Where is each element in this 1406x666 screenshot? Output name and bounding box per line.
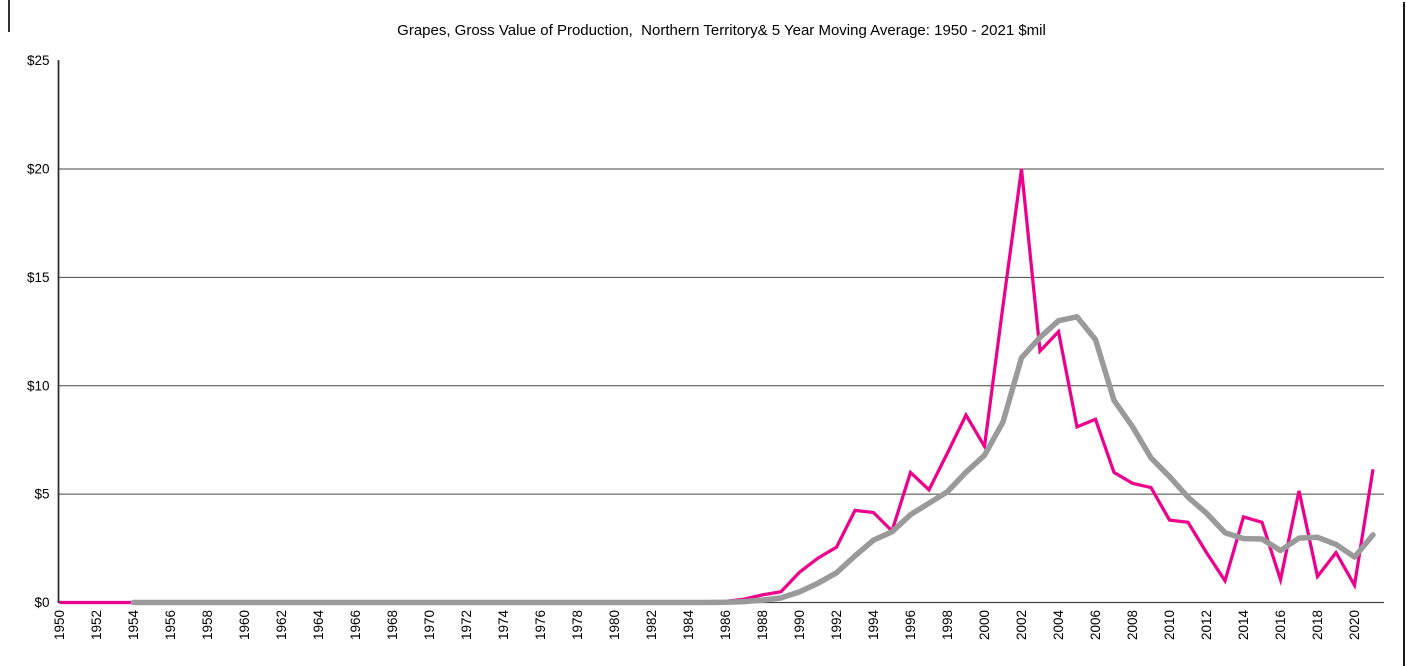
x-tick-label: 1984 [681,610,696,641]
y-tick-label: $15 [27,270,50,285]
x-tick-label: 1976 [533,610,548,640]
y-tick-label: $5 [34,487,49,502]
y-tick-label: $25 [27,53,50,68]
x-tick-label: 2020 [1347,610,1362,640]
x-tick-label: 1994 [866,610,881,641]
x-tick-label: 1958 [200,610,215,640]
x-tick-label: 1978 [570,610,585,640]
x-tick-label: 2012 [1199,610,1214,640]
x-tick-label: 1996 [903,610,918,640]
chart-frame-border-left [8,0,10,32]
x-tick-label: 1960 [237,610,252,640]
x-tick-label: 2000 [977,610,992,640]
y-tick-label: $20 [27,162,50,177]
x-tick-label: 1964 [311,610,326,641]
x-tick-label: 2004 [1051,610,1066,641]
x-tick-label: 2010 [1162,610,1177,640]
x-tick-label: 1972 [459,610,474,640]
chart-frame-border-right [1403,2,1405,666]
chart-title: Grapes, Gross Value of Production, North… [397,22,1046,39]
x-tick-label: 2014 [1236,610,1251,641]
x-tick-label: 1986 [718,610,733,640]
x-tick-label: 1962 [274,610,289,640]
y-tick-label: $10 [27,378,50,393]
x-tick-label: 1990 [792,610,807,640]
x-tick-label: 2006 [1088,610,1103,640]
x-tick-label: 1966 [348,610,363,640]
x-tick-label: 1952 [89,610,104,640]
x-tick-label: 2016 [1273,610,1288,640]
x-tick-label: 2002 [1014,610,1029,640]
y-tick-label: $0 [34,595,49,610]
x-tick-label: 2008 [1125,610,1140,640]
x-tick-label: 1974 [496,610,511,641]
x-tick-label: 1968 [385,610,400,640]
x-tick-label: 1950 [52,610,67,640]
moving-average-line [130,314,1376,606]
x-tick-label: 1970 [422,610,437,640]
x-tick-label: 1956 [163,610,178,640]
x-tick-label: 1988 [755,610,770,640]
x-tick-label: 1980 [607,610,622,640]
x-tick-label: 1992 [829,610,844,640]
x-tick-label: 2018 [1310,610,1325,640]
x-tick-label: 1982 [644,610,659,640]
x-tick-label: 1954 [126,610,141,641]
x-tick-label: 1998 [940,610,955,640]
